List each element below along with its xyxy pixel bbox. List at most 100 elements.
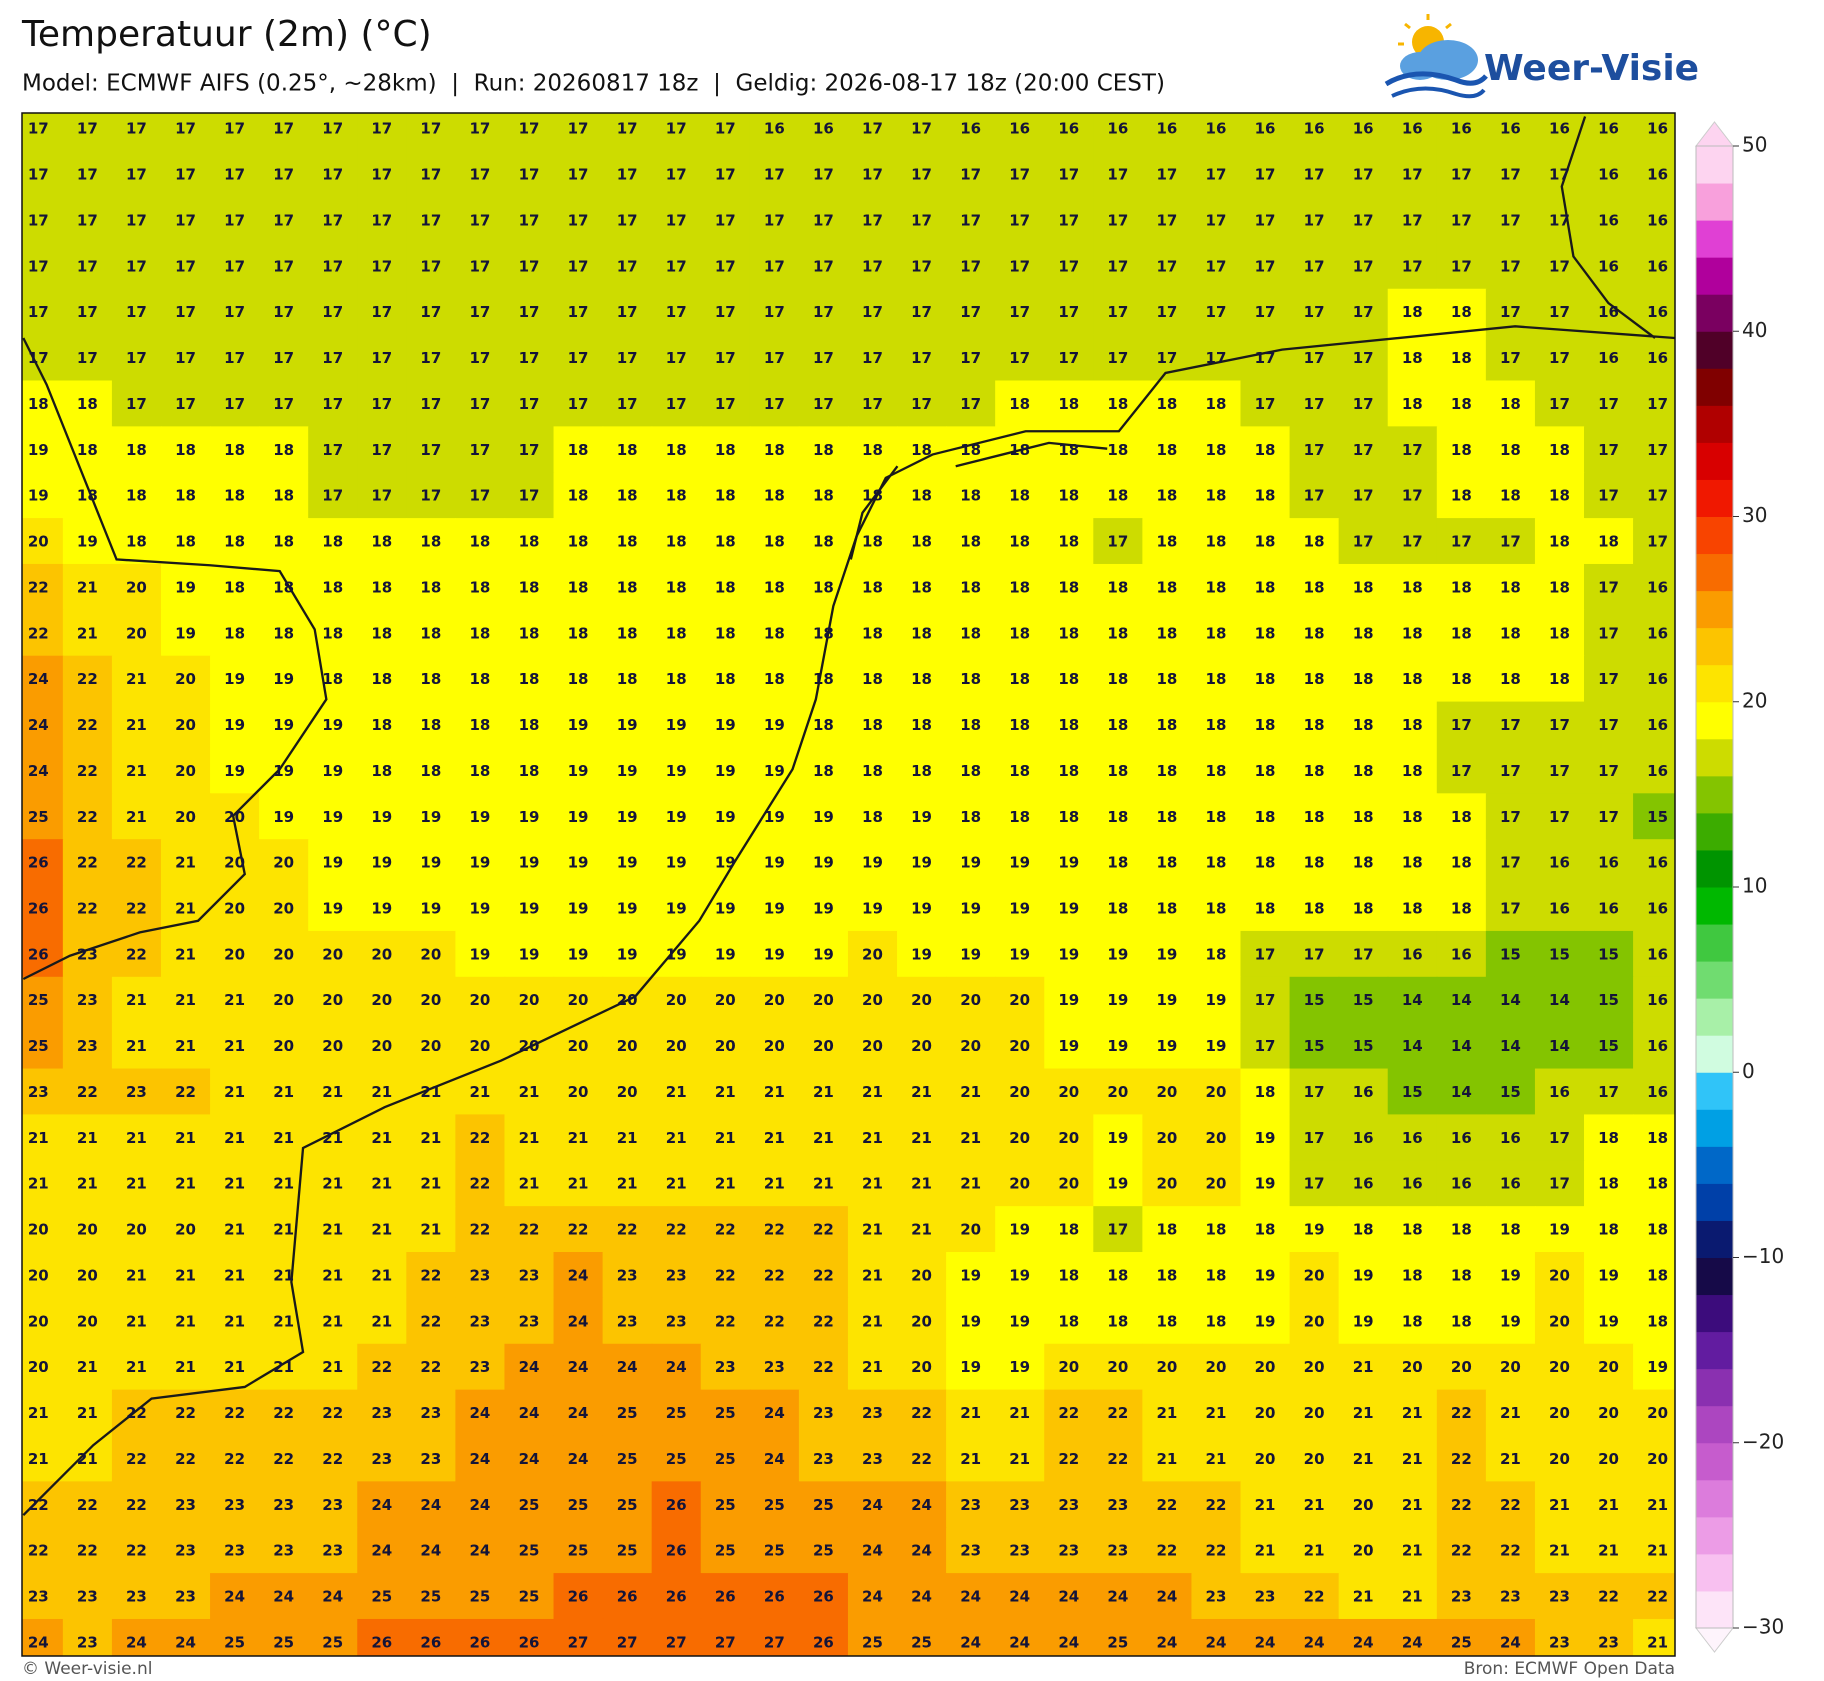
- temperature-cell: [1142, 609, 1193, 657]
- temperature-cell: [897, 334, 947, 382]
- temperature-cell: [553, 747, 604, 794]
- temperature-label: 18: [1255, 670, 1276, 688]
- temperature-label: 19: [371, 808, 392, 826]
- temperature-cell: [553, 197, 604, 244]
- temperature-cell: [1044, 655, 1094, 703]
- temperature-label: 21: [1304, 1542, 1325, 1560]
- temperature-cell: [357, 334, 407, 382]
- temperature-label: 18: [1058, 395, 1079, 413]
- temperature-label: 17: [1500, 899, 1521, 917]
- temperature-label: 19: [175, 578, 196, 596]
- temperature-label: 24: [1353, 1633, 1374, 1651]
- temperature-label: 22: [469, 1129, 490, 1147]
- temperature-label: 17: [224, 395, 245, 413]
- temperature-label: 17: [715, 303, 736, 321]
- temperature-label: 23: [715, 1358, 736, 1376]
- temperature-cell: [504, 288, 555, 336]
- temperature-label: 20: [568, 991, 589, 1009]
- temperature-label: 17: [175, 349, 196, 367]
- temperature-cell: [995, 472, 1045, 519]
- temperature-label: 20: [666, 991, 687, 1009]
- temperature-label: 21: [862, 1266, 883, 1284]
- temperature-label: 19: [764, 945, 785, 963]
- temperature-label: 23: [224, 1496, 245, 1514]
- temperature-label: 18: [1353, 1221, 1374, 1239]
- temperature-label: 22: [420, 1358, 441, 1376]
- temperature-label: 24: [1156, 1588, 1177, 1606]
- temperature-label: 17: [469, 487, 490, 505]
- temperature-label: 15: [1353, 991, 1374, 1009]
- temperature-cell: [749, 242, 800, 290]
- temperature-cell: [1338, 976, 1389, 1024]
- temperature-label: 18: [1598, 1175, 1619, 1193]
- temperature-label: 20: [1156, 1175, 1177, 1193]
- temperature-cell: [1534, 885, 1585, 932]
- temperature-label: 18: [1107, 1266, 1128, 1284]
- temperature-cell: [651, 976, 702, 1024]
- temperature-cell: [700, 747, 751, 794]
- temperature-label: 14: [1451, 991, 1472, 1009]
- temperature-label: 21: [764, 1129, 785, 1147]
- temperature-cell: [995, 1068, 1045, 1116]
- temperature-label: 19: [911, 945, 932, 963]
- temperature-cell: [1289, 334, 1340, 382]
- temperature-cell: [700, 976, 751, 1024]
- temperature-label: 21: [28, 1175, 49, 1193]
- temperature-label: 25: [519, 1496, 540, 1514]
- temperature-cell: [1191, 839, 1242, 886]
- temperature-cell: [553, 609, 604, 657]
- temperature-label: 20: [77, 1266, 98, 1284]
- temperature-label: 17: [911, 257, 932, 275]
- temperature-label: 24: [224, 1588, 245, 1606]
- temperature-cell: [259, 563, 309, 611]
- temperature-cell: [798, 380, 849, 427]
- temperature-label: 18: [1451, 303, 1472, 321]
- temperature-label: 15: [1647, 808, 1668, 826]
- temperature-cell: [111, 426, 162, 473]
- temperature-label: 17: [1009, 211, 1030, 229]
- temperature-label: 17: [1058, 349, 1079, 367]
- temperature-cell: [1338, 655, 1389, 703]
- temperature-label: 20: [1206, 1175, 1227, 1193]
- temperature-label: 20: [1107, 1083, 1128, 1101]
- temperature-cell: [160, 426, 211, 473]
- temperature-cell: [1191, 334, 1242, 382]
- temperature-label: 19: [960, 1358, 981, 1376]
- temperature-cell: [1142, 242, 1193, 290]
- temperature-label: 20: [715, 1037, 736, 1055]
- temperature-label: 20: [1255, 1358, 1276, 1376]
- temperature-label: 16: [1402, 120, 1423, 138]
- temperature-cell: [1485, 426, 1536, 473]
- temperature-cell: [111, 288, 162, 336]
- temperature-label: 22: [77, 1496, 98, 1514]
- temperature-label: 19: [1304, 1221, 1325, 1239]
- temperature-cell: [455, 472, 506, 519]
- temperature-label: 24: [519, 1450, 540, 1468]
- temperature-label: 19: [1156, 945, 1177, 963]
- temperature-label: 17: [1058, 303, 1079, 321]
- temperature-cell: [798, 793, 849, 840]
- colorbar-bin: [1696, 1553, 1733, 1592]
- temperature-label: 18: [273, 533, 294, 551]
- temperature-label: 20: [273, 854, 294, 872]
- temperature-label: 17: [1549, 303, 1570, 321]
- temperature-label: 18: [862, 716, 883, 734]
- temperature-label: 21: [1598, 1542, 1619, 1560]
- temperature-label: 23: [28, 1083, 49, 1101]
- temperature-label: 16: [1647, 257, 1668, 275]
- temperature-cell: [111, 1068, 162, 1116]
- temperature-label: 20: [273, 1037, 294, 1055]
- temperature-label: 20: [1353, 1542, 1374, 1560]
- temperature-label: 21: [1206, 1450, 1227, 1468]
- temperature-cell: [1142, 151, 1193, 198]
- temperature-label: 18: [960, 441, 981, 459]
- temperature-cell: [1387, 288, 1438, 336]
- temperature-label: 22: [1500, 1496, 1521, 1514]
- temperature-cell: [700, 930, 751, 978]
- temperature-cell: [1289, 380, 1340, 427]
- temperature-cell: [897, 885, 947, 932]
- temperature-cell: [798, 288, 849, 336]
- temperature-label: 20: [126, 1221, 147, 1239]
- temperature-cell: [749, 793, 800, 840]
- temperature-label: 14: [1451, 1037, 1472, 1055]
